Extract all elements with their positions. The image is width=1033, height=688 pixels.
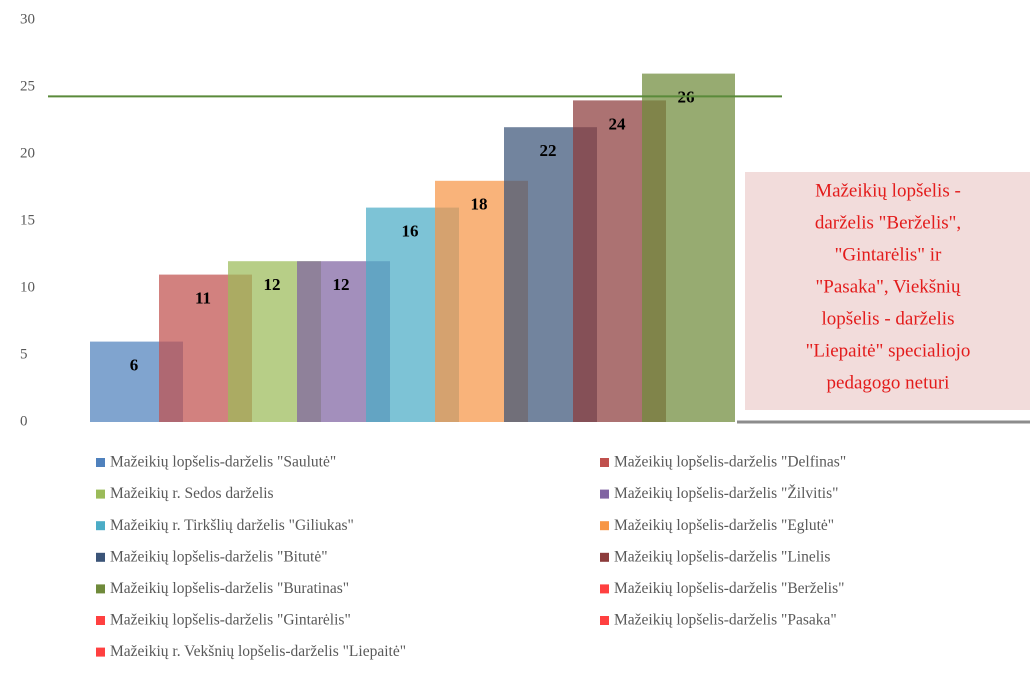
legend-label: Mažeikių lopšelis-darželis "Linelis — [614, 548, 830, 565]
y-tick-label: 30 — [20, 11, 35, 27]
annotation-text: "Pasaka", Viekšnių — [816, 276, 961, 297]
legend-label: Mažeikių lopšelis-darželis "Pasaka" — [614, 612, 837, 629]
legend-swatch — [600, 458, 609, 467]
bar — [642, 73, 735, 422]
legend-swatch — [96, 552, 105, 562]
value-label: 6 — [130, 356, 139, 375]
legend-label: Mažeikių lopšelis-darželis "Buratinas" — [110, 580, 349, 597]
y-tick-label: 15 — [20, 212, 35, 228]
legend-swatch — [600, 584, 609, 594]
legend-swatch — [96, 489, 105, 499]
legend-swatch — [96, 647, 105, 657]
legend-swatch — [96, 584, 105, 594]
legend-label: Mažeikių lopšelis-darželis "Saulutė" — [110, 454, 336, 471]
legend-swatch — [600, 489, 609, 499]
legend-swatch — [96, 521, 105, 531]
annotation-box — [745, 172, 1030, 410]
legend-label: Mažeikių lopšelis-darželis "Eglutė" — [614, 517, 834, 534]
legend-label: Mažeikių r. Vekšnių lopšelis-darželis "L… — [110, 643, 406, 660]
annotation-text: "Liepaitė" specialiojo — [806, 340, 971, 361]
value-label: 11 — [195, 289, 211, 308]
annotation-text: Mažeikių lopšelis - — [815, 180, 961, 201]
legend-label: Mažeikių r. Tirkšlių darželis "Giliukas" — [110, 517, 354, 534]
value-label: 18 — [471, 195, 488, 214]
legend-label: Mažeikių r. Sedos darželis — [110, 485, 274, 502]
y-tick-label: 0 — [20, 413, 28, 429]
y-tick-label: 5 — [20, 346, 28, 362]
value-label: 12 — [333, 275, 350, 294]
legend-label: Mažeikių lopšelis-darželis "Gintarėlis" — [110, 612, 351, 629]
annotation-text: "Gintarėlis" ir — [835, 244, 942, 265]
value-label: 24 — [609, 114, 627, 133]
value-label: 16 — [402, 222, 419, 241]
y-tick-label: 10 — [20, 279, 35, 295]
legend-swatch — [96, 458, 105, 467]
legend-swatch — [600, 616, 609, 625]
legend-label: Mažeikių lopšelis-darželis "Žilvitis" — [614, 485, 838, 502]
legend-label: Mažeikių lopšelis-darželis "Berželis" — [614, 580, 844, 597]
y-tick-label: 20 — [20, 145, 35, 161]
annotation-text: darželis "Berželis", — [815, 212, 961, 233]
legend-label: Mažeikių lopšelis-darželis "Bitutė" — [110, 548, 328, 565]
legend-swatch — [600, 521, 609, 531]
value-label: 12 — [264, 275, 281, 294]
y-tick-label: 25 — [20, 78, 35, 94]
legend-label: Mažeikių lopšelis-darželis "Delfinas" — [614, 454, 846, 471]
legend-swatch — [600, 552, 609, 562]
annotation-text: pedagogo neturi — [827, 372, 950, 393]
legend-swatch — [96, 616, 105, 625]
value-label: 22 — [540, 141, 557, 160]
annotation-text: lopšelis - darželis — [822, 308, 955, 329]
